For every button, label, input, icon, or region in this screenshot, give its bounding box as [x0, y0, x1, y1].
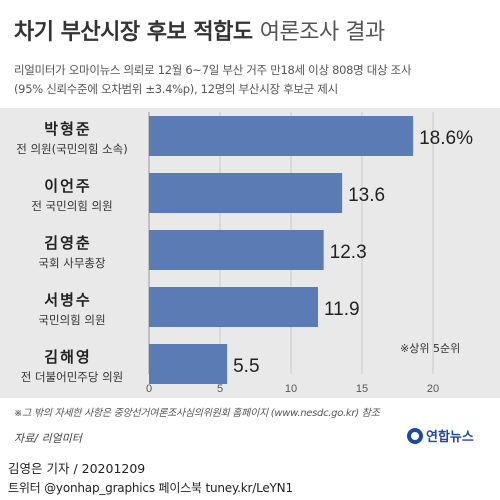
value-label: 5.5: [233, 356, 259, 377]
x-tick-label: 5: [217, 383, 223, 395]
candidate-description: 전 국민의힘 의원: [31, 199, 112, 213]
bar: [149, 287, 318, 327]
subtitle-line-2: (95% 신뢰수준에 오차범위 ±3.4%p), 12명의 부산시장 후보군 제…: [14, 82, 338, 96]
subtitle-line-1: 리얼미터가 오마이뉴스 의뢰로 12월 6~7일 부산 거주 만18세 이상 8…: [14, 63, 412, 77]
source-label: 자료/ 리얼미터: [14, 432, 82, 445]
credit-line-2: 트위터 @yonhap_graphics 페이스북 tuney.kr/LeYN1: [8, 481, 293, 495]
candidate-name: 김해영: [44, 348, 91, 366]
top5-annotation: ※상위 5순위: [400, 342, 460, 355]
bar: [149, 344, 228, 384]
value-label: 12.3: [330, 242, 367, 263]
candidate-name: 박형준: [44, 120, 91, 138]
x-tick-label: 15: [356, 383, 368, 395]
yonhap-logo: 연합뉴스: [407, 426, 474, 445]
title-light: 여론조사 결과: [259, 20, 385, 45]
x-tick-label: 0: [146, 383, 152, 395]
candidate-name: 김영춘: [44, 234, 91, 252]
value-label: 13.6: [348, 185, 385, 206]
candidate-name: 서병수: [44, 291, 91, 309]
bar: [149, 230, 324, 270]
credit-line-1: 김영은 기자 / 20201209: [8, 461, 146, 476]
page-title: 차기 부산시장 후보 적합도 여론조사 결과: [14, 14, 385, 46]
bar: [149, 173, 343, 213]
x-tick-label: 10: [285, 383, 297, 395]
value-label: 18.6%: [419, 128, 473, 149]
logo-icon: [407, 427, 423, 444]
candidate-description: 국회 사무총장: [38, 256, 106, 270]
candidate-description: 전 의원(국민의힘 소속): [16, 142, 128, 156]
candidate-description: 국민의힘 의원: [38, 313, 105, 327]
title-bold: 차기 부산시장 후보 적합도: [14, 20, 253, 45]
subtitle: 리얼미터가 오마이뉴스 의뢰로 12월 6~7일 부산 거주 만18세 이상 8…: [14, 61, 412, 99]
candidate-description: 전 더불어민주당 의원: [21, 370, 124, 384]
logo-text: 연합뉴스: [426, 430, 474, 445]
candidate-name: 이언주: [44, 177, 91, 195]
bar: [149, 116, 414, 156]
footnote: ※그 밖의 자세한 사항은 중앙선거여론조사심의위원회 홈페이지 (www.ne…: [14, 408, 380, 419]
x-tick-label: 20: [427, 383, 439, 395]
value-label: 11.9: [324, 299, 360, 320]
